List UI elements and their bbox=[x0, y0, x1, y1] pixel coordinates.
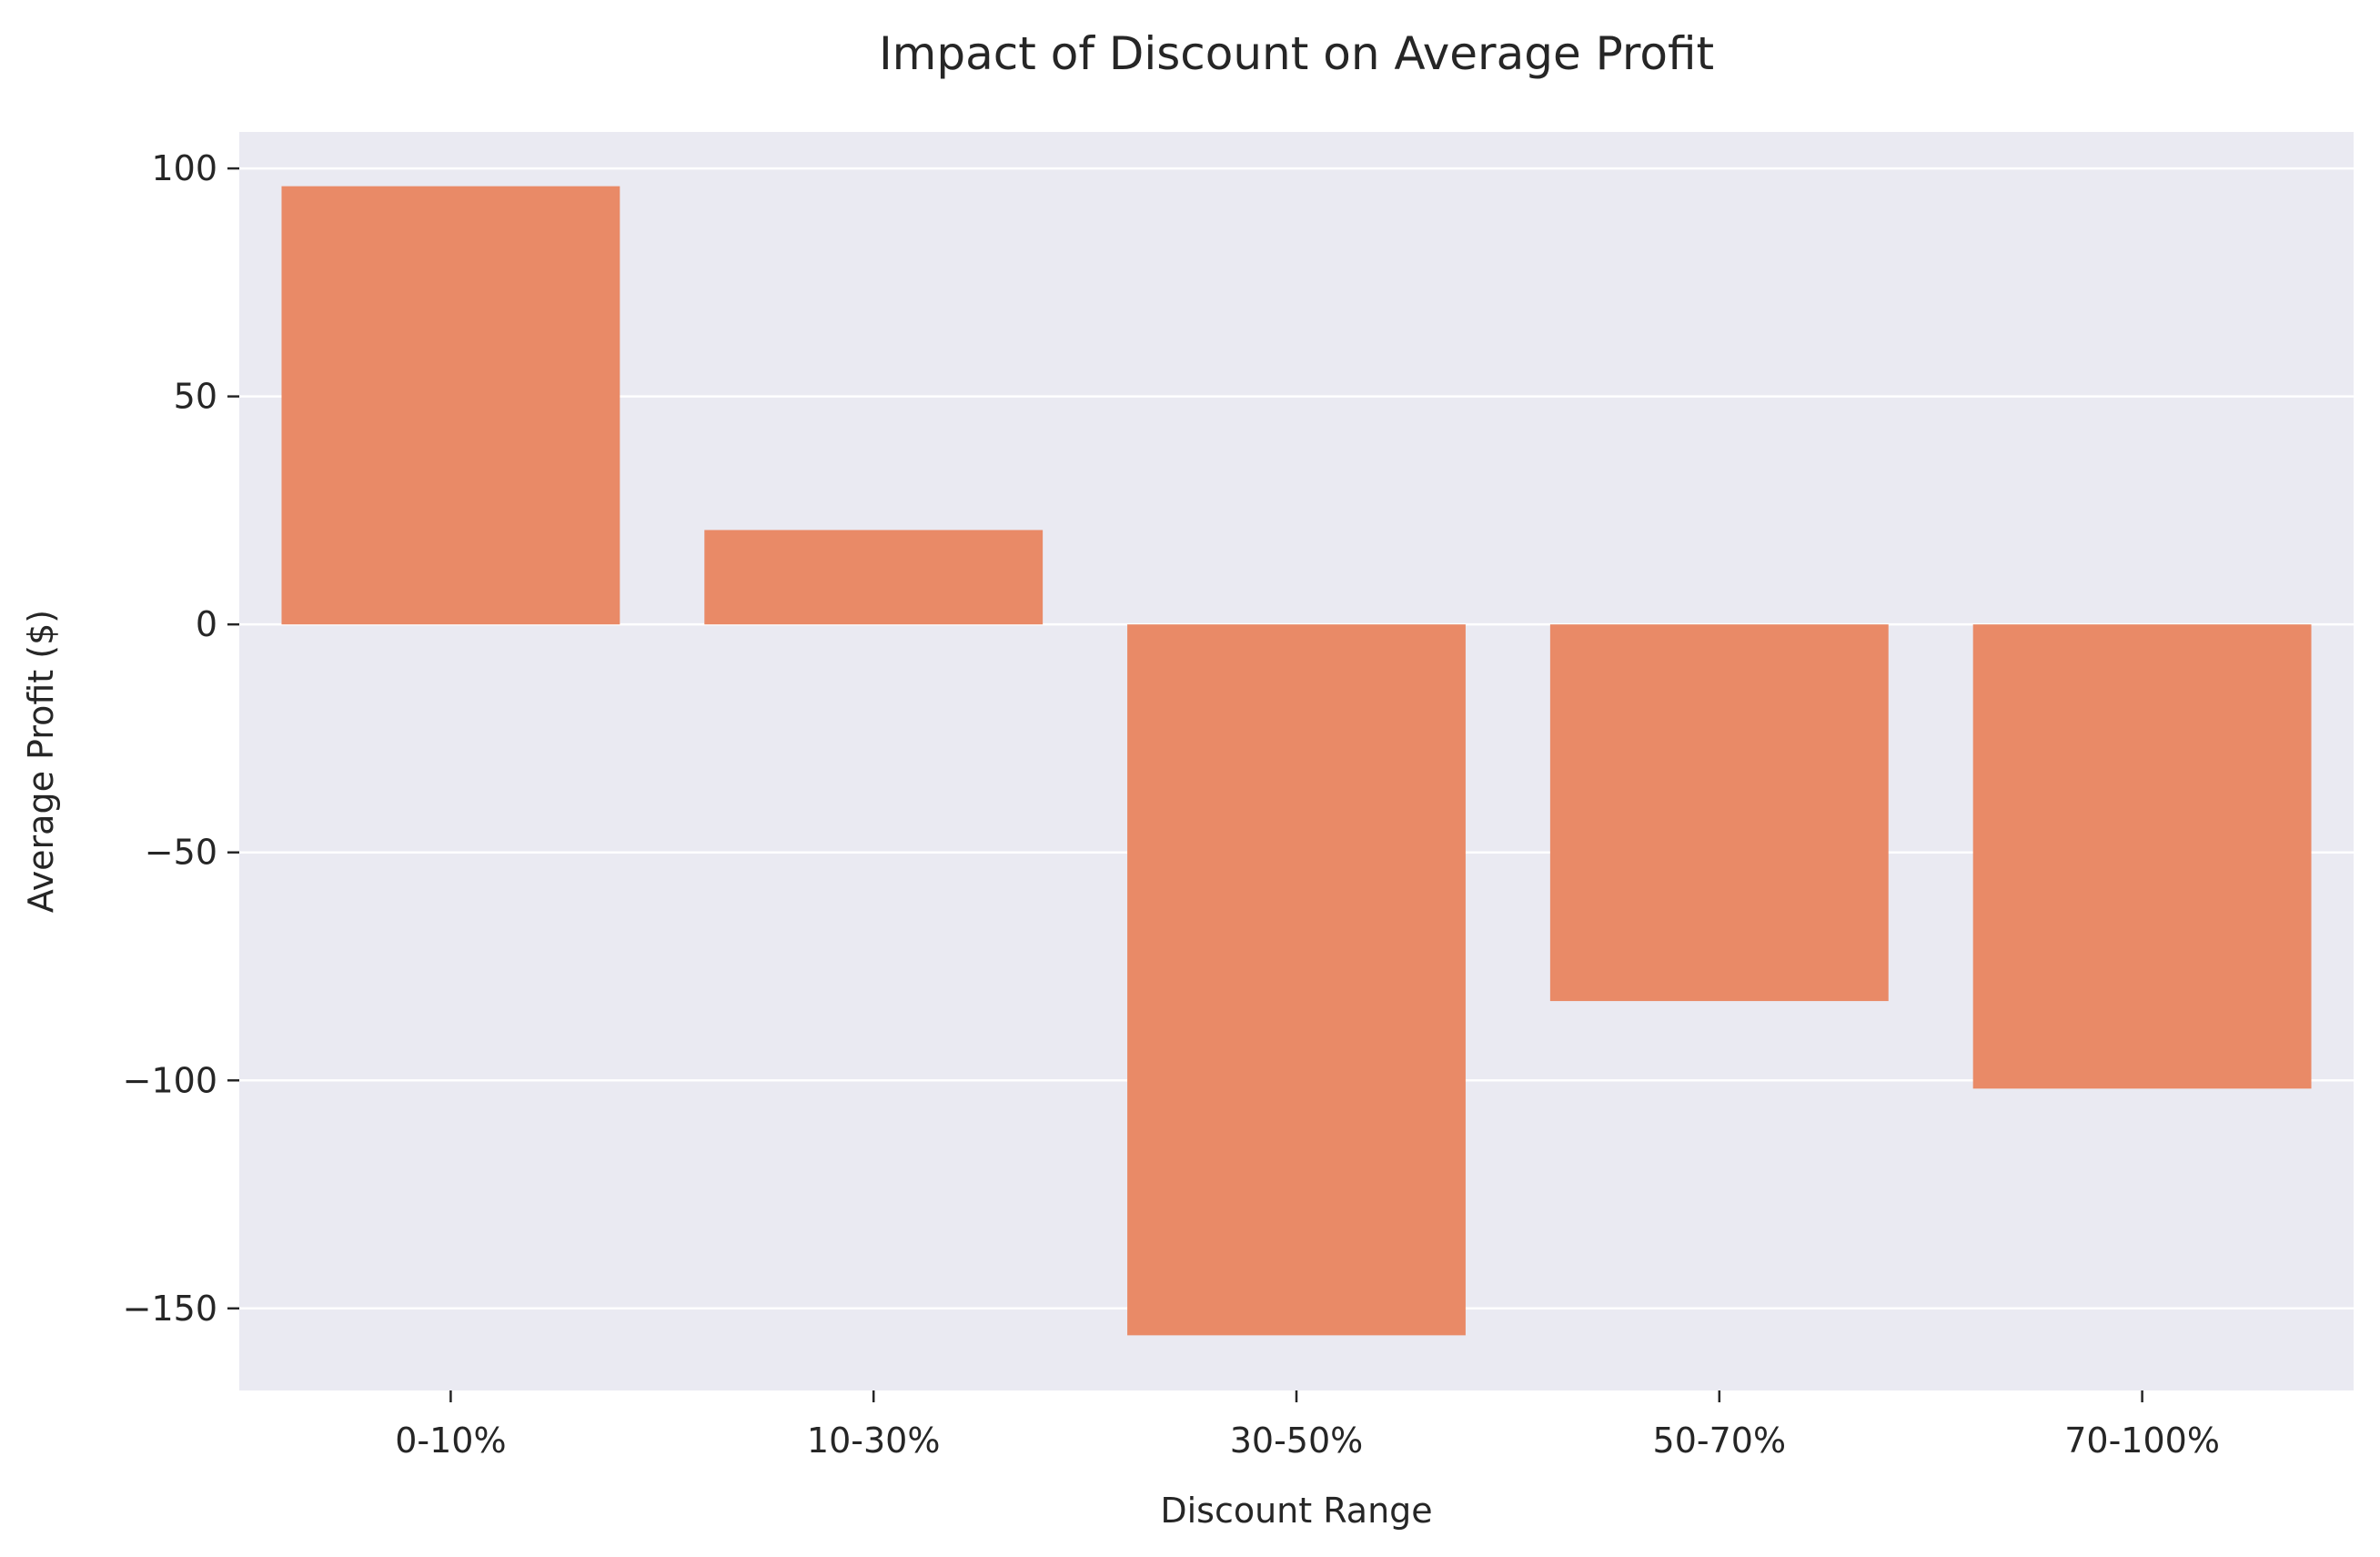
x-tick-label: 30-50% bbox=[1230, 1421, 1364, 1461]
x-tick-label: 70-100% bbox=[2064, 1421, 2220, 1461]
bar-10-30% bbox=[704, 530, 1044, 625]
y-axis: 100 50 0 −50 −100 −150 bbox=[123, 148, 239, 1329]
x-tick-label: 10-30% bbox=[807, 1421, 941, 1461]
bar-30-50% bbox=[1127, 624, 1466, 1336]
y-axis-label: Average Profit ($) bbox=[21, 610, 61, 913]
bars bbox=[281, 186, 2312, 1336]
y-tick-label: −50 bbox=[145, 833, 217, 873]
x-tick-label: 0-10% bbox=[395, 1421, 506, 1461]
x-axis: 0-10% 10-30% 30-50% 50-70% 70-100% bbox=[395, 1390, 2220, 1461]
bar-50-70% bbox=[1549, 624, 1889, 1002]
x-tick-label: 50-70% bbox=[1653, 1421, 1787, 1461]
y-tick-label: −100 bbox=[123, 1060, 217, 1100]
bar-70-100% bbox=[1972, 624, 2312, 1089]
y-tick-label: 100 bbox=[151, 148, 217, 188]
y-tick-label: 50 bbox=[174, 377, 217, 417]
y-tick-label: −150 bbox=[123, 1289, 217, 1329]
bar-0-10% bbox=[281, 186, 620, 625]
chart-title: Impact of Discount on Average Profit bbox=[879, 27, 1714, 80]
x-axis-label: Discount Range bbox=[1160, 1491, 1432, 1531]
y-tick-label: 0 bbox=[196, 604, 217, 644]
